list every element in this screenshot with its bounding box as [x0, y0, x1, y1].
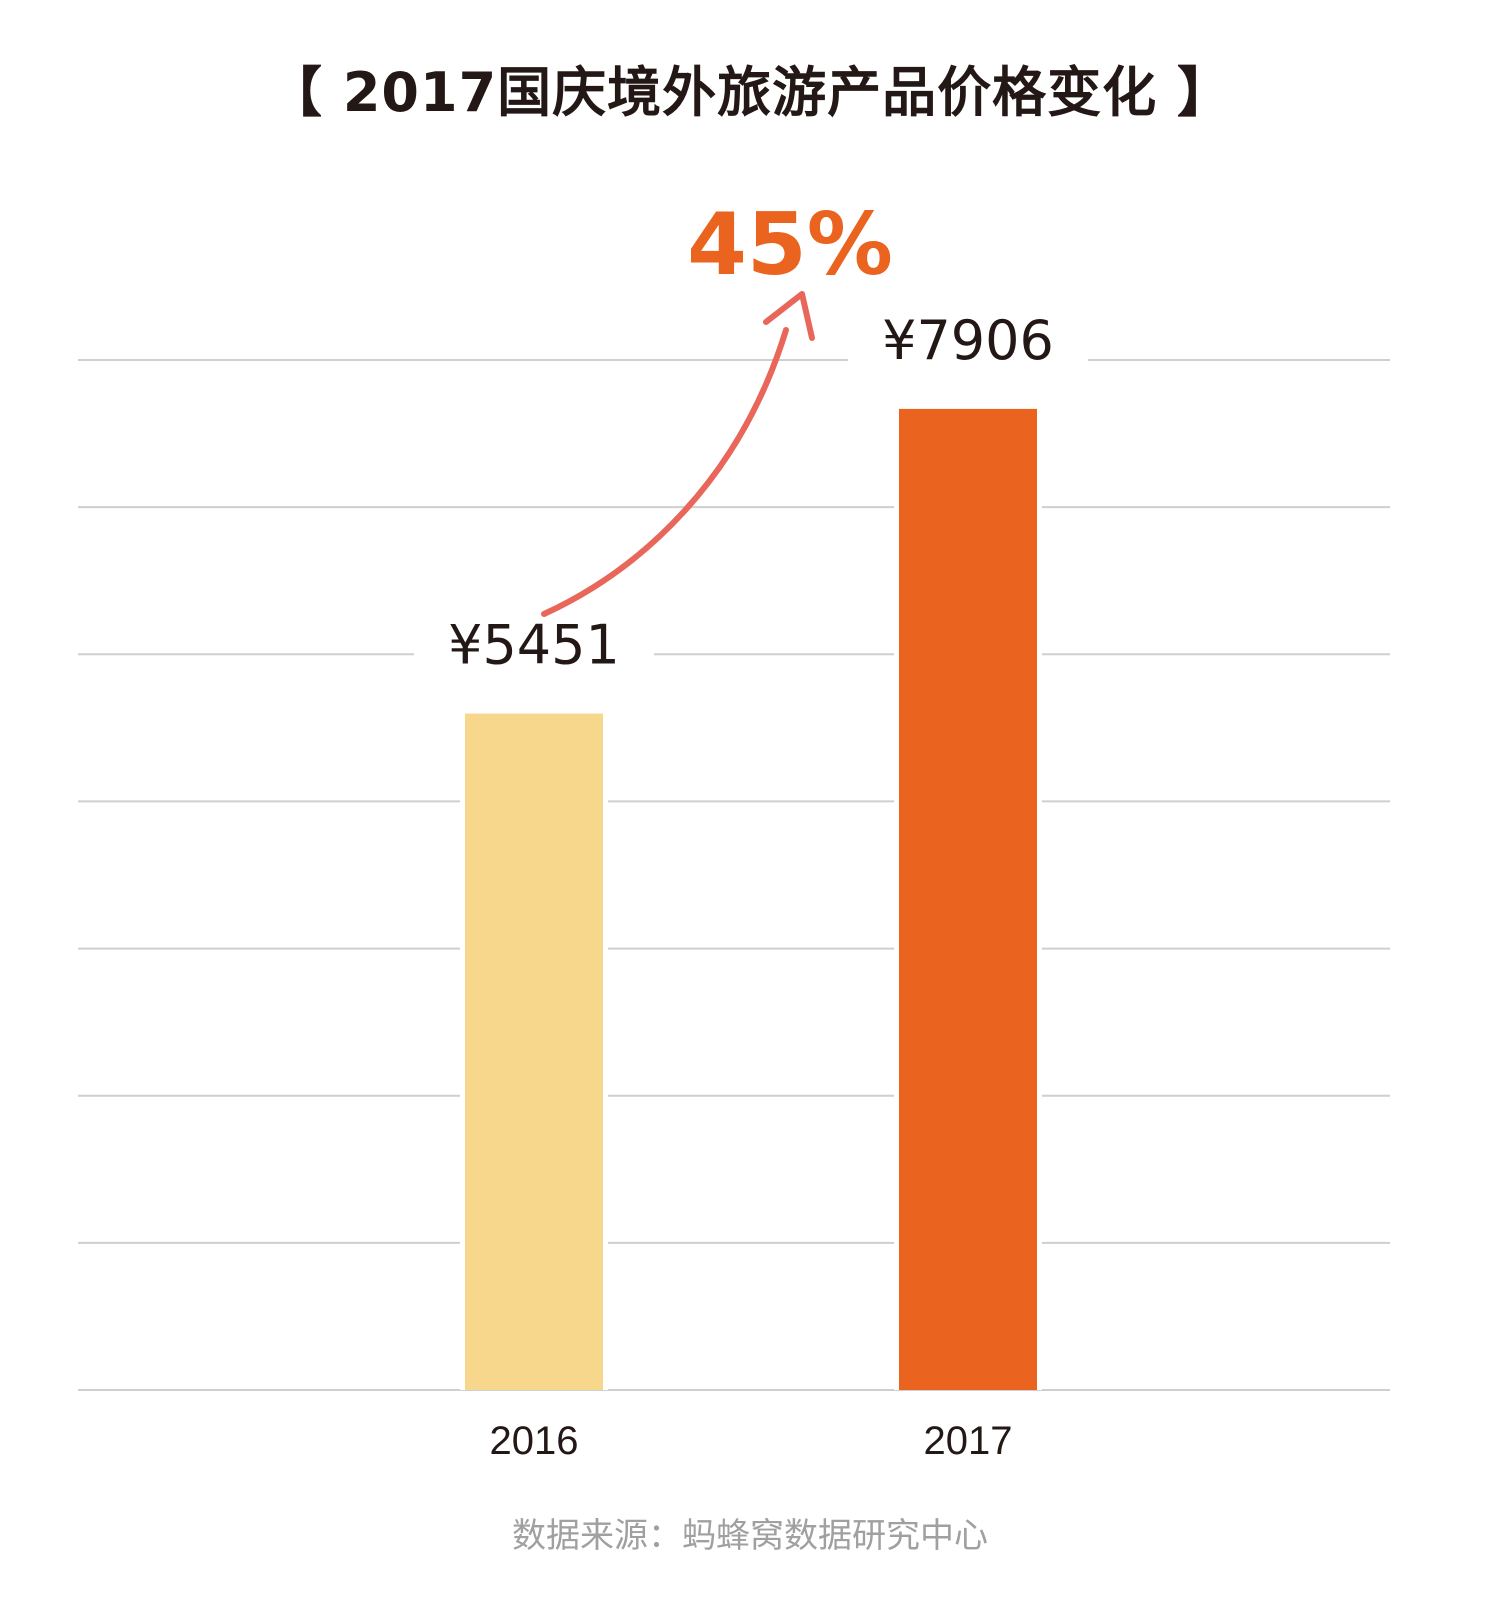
growth-arrow-shaft	[541, 327, 789, 617]
x-tick-2017: 2017	[924, 1419, 1013, 1463]
value-label-backdrop	[848, 308, 1088, 375]
value-labels: ¥5451 ¥7906	[414, 308, 1088, 680]
x-tick-2016: 2016	[490, 1419, 579, 1463]
gridlines	[78, 359, 1390, 1391]
bar-2017	[899, 408, 1037, 1390]
source-note: 数据来源：蚂蜂窝数据研究中心	[512, 1516, 988, 1556]
value-label-2016: ¥5451	[448, 614, 620, 677]
chart-title: 【 2017国庆境外旅游产品价格变化 】	[268, 61, 1232, 124]
growth-arrow-head	[763, 291, 815, 341]
bars	[460, 404, 1042, 1390]
value-label-backdrop	[414, 613, 654, 680]
growth-percentage: 45%	[687, 195, 893, 295]
bar-2016	[465, 713, 603, 1390]
growth-annotation: 45%	[541, 195, 893, 617]
value-label-2017: ¥7906	[882, 309, 1054, 372]
x-tick-labels: 2016 2017	[490, 1419, 1013, 1463]
